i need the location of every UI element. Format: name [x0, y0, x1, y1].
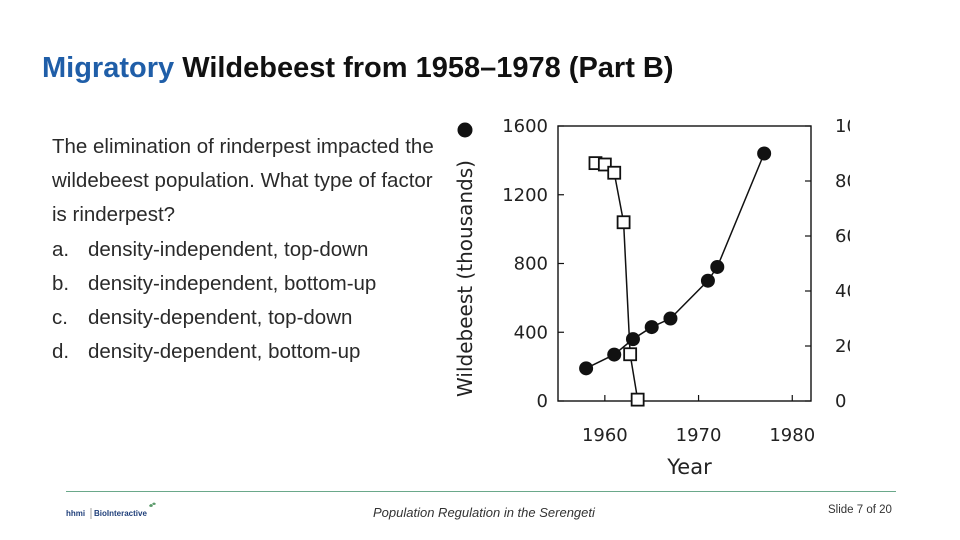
y2-tick-label: 80: [835, 171, 850, 192]
x-tick-label: 1970: [676, 425, 722, 446]
slide-number: Slide 7 of 20: [828, 504, 892, 516]
footer-presentation-title: Population Regulation in the Serengeti: [373, 505, 595, 520]
prevalence-point: [623, 347, 638, 362]
question-block: The elimination of rinderpest impacted t…: [52, 130, 437, 369]
answer-options: a. density-independent, top-down b. densit…: [52, 233, 437, 370]
wildebeest-point: [710, 259, 725, 274]
title-accent: Migratory: [42, 52, 175, 84]
prevalence-point: [616, 215, 631, 230]
option-text: density-dependent, top-down: [88, 306, 353, 330]
option-marker: c.: [52, 306, 68, 330]
option-b: b. density-independent, bottom-up: [52, 267, 437, 301]
prevalence-point: [607, 165, 622, 180]
y2-tick-label: 40: [835, 281, 850, 302]
footer-divider: [66, 491, 896, 492]
logo-hhmi: hhmi: [66, 509, 85, 518]
wildebeest-prevalence-chart: 0 400 800 1200 1600 0 20 40 60 80 100 1960 1970 1980 Y…: [453, 116, 850, 479]
option-text: density-independent, top-down: [88, 237, 369, 261]
option-d: d. density-dependent, bottom-up: [52, 335, 437, 369]
y-tick-label: 1600: [502, 116, 548, 137]
question-text: The elimination of rinderpest impacted t…: [52, 135, 434, 227]
y-tick-label: 800: [514, 254, 548, 275]
y2-tick-label: 60: [835, 226, 850, 247]
logo-biointeractive: BioInteractive: [94, 509, 147, 518]
y-axis-legend-marker: [457, 122, 473, 138]
wildebeest-point: [757, 146, 772, 161]
slide-title: Migratory Wildebeest from 1958–1978 (Par…: [42, 52, 674, 85]
option-text: density-dependent, bottom-up: [88, 340, 361, 364]
y-axis-label: Wildebeest (thousands): [453, 160, 477, 397]
wildebeest-point: [644, 320, 659, 335]
wildebeest-point: [607, 347, 622, 362]
option-text: density-independent, bottom-up: [88, 271, 377, 295]
prevalence-line: [595, 162, 639, 400]
wildebeest-point: [579, 361, 594, 376]
y-tick-label: 400: [514, 322, 548, 343]
y2-tick-label: 100: [835, 116, 850, 137]
x-tick-label: 1960: [582, 425, 628, 446]
wildebeest-point: [625, 332, 640, 347]
hhmi-biointeractive-logo: hhmi BioInteractive: [66, 502, 156, 519]
wildebeest-line: [585, 153, 765, 370]
wildebeest-point: [663, 311, 678, 326]
y2-tick-label: 0: [835, 391, 846, 412]
x-axis-label: Year: [666, 455, 712, 479]
y2-tick-label: 20: [835, 336, 850, 357]
x-tick-label: 1980: [769, 425, 815, 446]
wildebeest-point: [700, 273, 715, 288]
y-tick-label: 0: [537, 391, 548, 412]
option-marker: b.: [52, 271, 70, 295]
prevalence-point: [630, 392, 645, 407]
option-marker: d.: [52, 340, 70, 364]
title-rest: Wildebeest from 1958–1978 (Part B): [174, 52, 674, 84]
option-a: a. density-independent, top-down: [52, 233, 437, 267]
option-c: c. density-dependent, top-down: [52, 301, 437, 335]
y-tick-label: 1200: [502, 185, 548, 206]
option-marker: a.: [52, 237, 70, 261]
